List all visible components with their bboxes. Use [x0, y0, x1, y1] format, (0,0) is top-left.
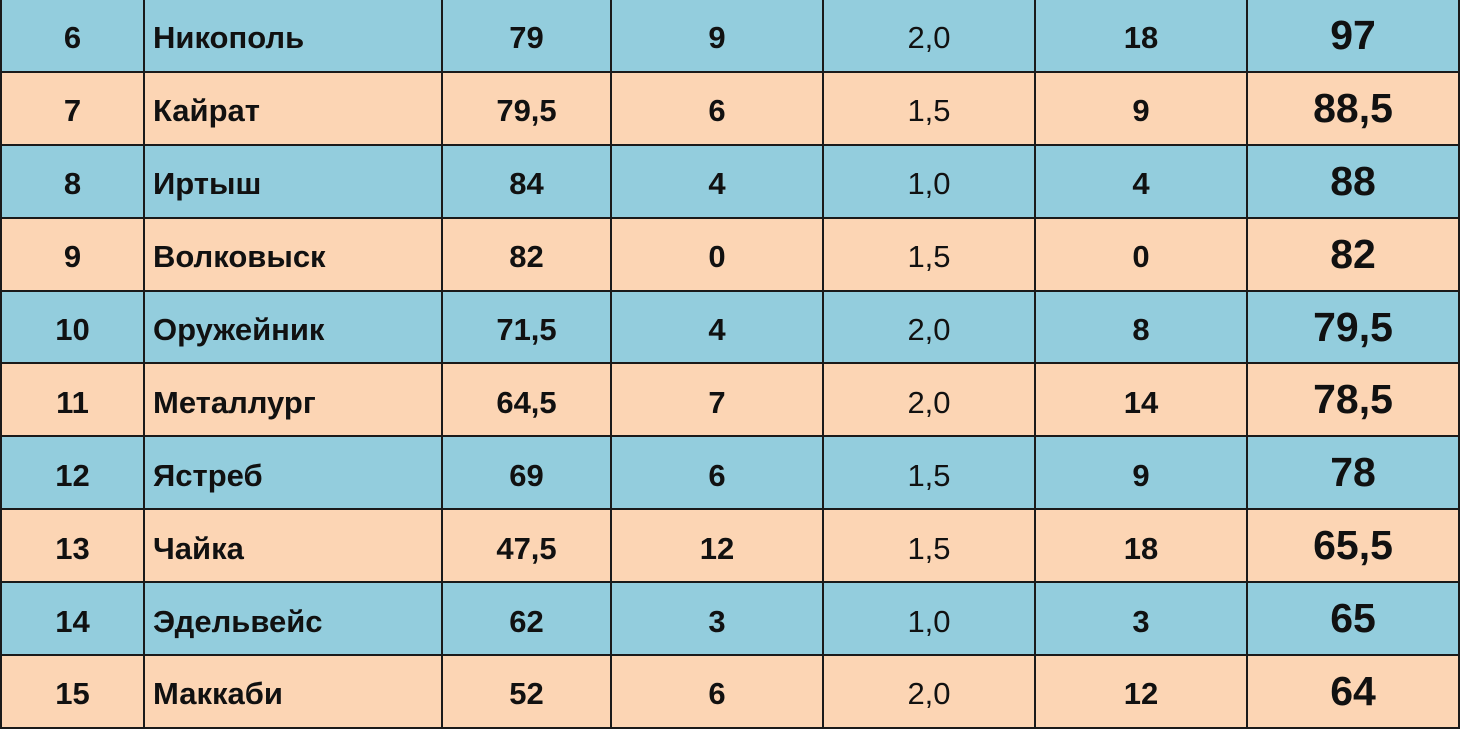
total-cell: 78 [1248, 437, 1460, 511]
team-name-cell: Металлург [145, 364, 443, 438]
points-cell: 82 [443, 218, 612, 292]
coefficient-cell: 1,5 [824, 510, 1036, 584]
place-cell: 13 [0, 510, 145, 584]
bonus-cell: 6 [612, 656, 824, 729]
place-cell: 6 [0, 0, 145, 73]
bonus-cell: 0 [612, 218, 824, 292]
bonus-cell: 6 [612, 437, 824, 511]
place-cell: 7 [0, 72, 145, 146]
place-cell: 8 [0, 145, 145, 219]
bonus-cell: 12 [612, 510, 824, 584]
total-cell: 82 [1248, 218, 1460, 292]
points-cell: 64,5 [443, 364, 612, 438]
coefficient-cell: 2,0 [824, 656, 1036, 729]
coefficient-cell: 2,0 [824, 0, 1036, 73]
team-name-cell: Иртыш [145, 145, 443, 219]
total-cell: 88,5 [1248, 72, 1460, 146]
points-cell: 84 [443, 145, 612, 219]
points-cell: 69 [443, 437, 612, 511]
bonus-cell: 4 [612, 291, 824, 365]
place-cell: 15 [0, 656, 145, 729]
total-cell: 78,5 [1248, 364, 1460, 438]
coefficient-cell: 1,5 [824, 218, 1036, 292]
points-cell: 52 [443, 656, 612, 729]
coefficient-cell: 2,0 [824, 291, 1036, 365]
team-name-cell: Маккаби [145, 656, 443, 729]
bonus-cell: 6 [612, 72, 824, 146]
team-name-cell: Кайрат [145, 72, 443, 146]
bonus-cell: 7 [612, 364, 824, 438]
points-cell: 71,5 [443, 291, 612, 365]
total-cell: 88 [1248, 145, 1460, 219]
team-name-cell: Эдельвейс [145, 583, 443, 657]
points-cell: 79 [443, 0, 612, 73]
team-name-cell: Оружейник [145, 291, 443, 365]
team-name-cell: Чайка [145, 510, 443, 584]
extra-cell: 18 [1036, 0, 1248, 73]
coefficient-cell: 1,5 [824, 72, 1036, 146]
coefficient-cell: 1,0 [824, 145, 1036, 219]
points-cell: 62 [443, 583, 612, 657]
team-name-cell: Волковыск [145, 218, 443, 292]
coefficient-cell: 2,0 [824, 364, 1036, 438]
extra-cell: 9 [1036, 437, 1248, 511]
place-cell: 9 [0, 218, 145, 292]
total-cell: 97 [1248, 0, 1460, 73]
total-cell: 64 [1248, 656, 1460, 729]
extra-cell: 12 [1036, 656, 1248, 729]
extra-cell: 4 [1036, 145, 1248, 219]
place-cell: 12 [0, 437, 145, 511]
team-name-cell: Никополь [145, 0, 443, 73]
extra-cell: 18 [1036, 510, 1248, 584]
bonus-cell: 3 [612, 583, 824, 657]
place-cell: 10 [0, 291, 145, 365]
bonus-cell: 4 [612, 145, 824, 219]
bonus-cell: 9 [612, 0, 824, 73]
extra-cell: 0 [1036, 218, 1248, 292]
extra-cell: 14 [1036, 364, 1248, 438]
place-cell: 11 [0, 364, 145, 438]
place-cell: 14 [0, 583, 145, 657]
points-cell: 47,5 [443, 510, 612, 584]
total-cell: 79,5 [1248, 291, 1460, 365]
coefficient-cell: 1,5 [824, 437, 1036, 511]
coefficient-cell: 1,0 [824, 583, 1036, 657]
total-cell: 65,5 [1248, 510, 1460, 584]
total-cell: 65 [1248, 583, 1460, 657]
team-name-cell: Ястреб [145, 437, 443, 511]
extra-cell: 9 [1036, 72, 1248, 146]
extra-cell: 3 [1036, 583, 1248, 657]
points-cell: 79,5 [443, 72, 612, 146]
extra-cell: 8 [1036, 291, 1248, 365]
